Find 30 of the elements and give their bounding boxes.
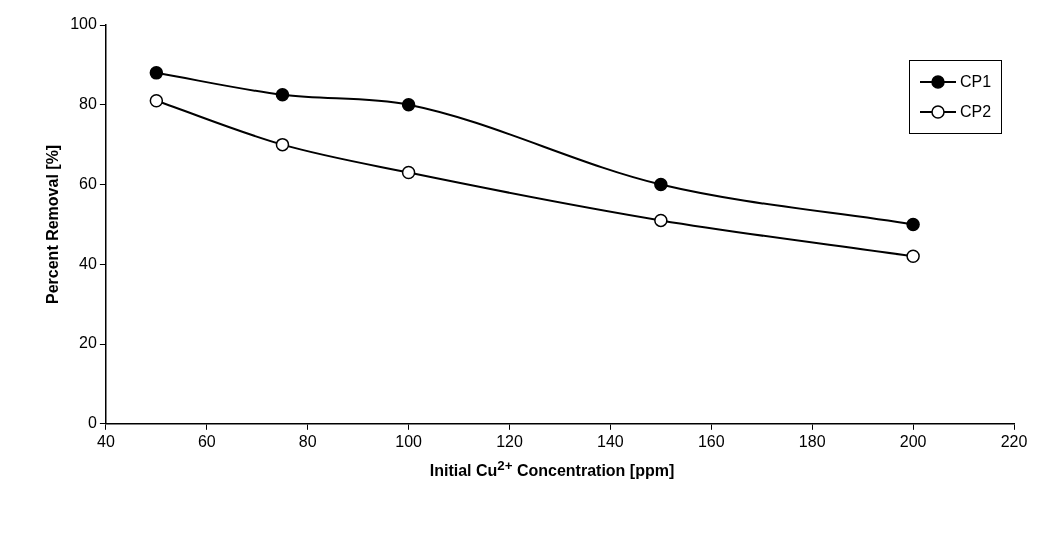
legend-label: CP1 <box>960 72 992 92</box>
x-tick-label: 120 <box>496 432 523 450</box>
point <box>401 98 416 112</box>
x-tick-label: 160 <box>697 432 725 450</box>
x-tick-label: 100 <box>395 432 423 450</box>
x-tick-label: 140 <box>597 432 624 450</box>
y-tick-label: 0 <box>87 414 97 432</box>
point <box>149 94 164 108</box>
y-tick-label: 80 <box>79 95 97 113</box>
y-tick-label: 20 <box>79 334 97 352</box>
y-tick-label: 100 <box>70 15 97 33</box>
x-tick-label: 60 <box>197 432 216 450</box>
x-tick-label: 40 <box>97 432 115 450</box>
y-tick-label: 60 <box>79 174 97 192</box>
x-axis-title: Initial Cu$^{2+}$ Concentration [ppm] <box>428 458 676 481</box>
point <box>401 165 416 180</box>
legend-label: CP2 <box>960 102 992 122</box>
point <box>149 66 164 80</box>
point <box>906 217 920 232</box>
y-axis-title: Percent Removal [%] <box>44 144 62 304</box>
point <box>275 88 290 102</box>
point <box>654 213 668 228</box>
x-tick-label: 220 <box>1000 432 1028 450</box>
y-tick-label: 40 <box>79 254 97 272</box>
point <box>275 137 290 152</box>
point <box>906 249 920 264</box>
point <box>654 177 668 192</box>
x-tick-label: 180 <box>798 432 826 450</box>
x-tick-label: 80 <box>298 432 317 450</box>
x-tick-label: 200 <box>899 432 927 450</box>
